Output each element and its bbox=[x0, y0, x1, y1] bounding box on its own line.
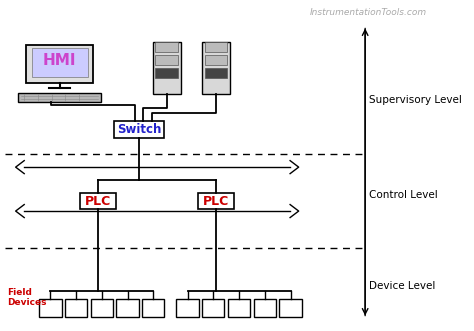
FancyBboxPatch shape bbox=[18, 93, 101, 102]
Text: Device Level: Device Level bbox=[369, 281, 436, 291]
FancyBboxPatch shape bbox=[205, 42, 228, 52]
FancyBboxPatch shape bbox=[153, 42, 181, 94]
FancyBboxPatch shape bbox=[155, 55, 178, 65]
Text: Field
Devices: Field Devices bbox=[7, 288, 46, 307]
Text: Switch: Switch bbox=[117, 123, 161, 136]
FancyBboxPatch shape bbox=[198, 193, 234, 210]
FancyBboxPatch shape bbox=[27, 45, 93, 82]
Text: Supervisory Level: Supervisory Level bbox=[369, 95, 462, 105]
FancyBboxPatch shape bbox=[279, 299, 301, 317]
FancyBboxPatch shape bbox=[202, 299, 225, 317]
FancyBboxPatch shape bbox=[254, 299, 276, 317]
Text: Control Level: Control Level bbox=[369, 190, 438, 200]
FancyBboxPatch shape bbox=[39, 299, 62, 317]
FancyBboxPatch shape bbox=[155, 42, 178, 52]
FancyBboxPatch shape bbox=[202, 42, 230, 94]
FancyBboxPatch shape bbox=[65, 299, 87, 317]
Text: HMI: HMI bbox=[43, 53, 76, 68]
FancyBboxPatch shape bbox=[91, 299, 113, 317]
FancyBboxPatch shape bbox=[117, 299, 139, 317]
Text: InstrumentationTools.com: InstrumentationTools.com bbox=[310, 8, 428, 17]
FancyBboxPatch shape bbox=[155, 68, 178, 78]
FancyBboxPatch shape bbox=[114, 121, 164, 138]
Text: PLC: PLC bbox=[203, 195, 229, 208]
FancyBboxPatch shape bbox=[142, 299, 164, 317]
FancyBboxPatch shape bbox=[205, 68, 228, 78]
FancyBboxPatch shape bbox=[31, 48, 88, 77]
FancyBboxPatch shape bbox=[80, 193, 117, 210]
Text: PLC: PLC bbox=[85, 195, 111, 208]
FancyBboxPatch shape bbox=[176, 299, 199, 317]
FancyBboxPatch shape bbox=[228, 299, 250, 317]
FancyBboxPatch shape bbox=[205, 55, 228, 65]
